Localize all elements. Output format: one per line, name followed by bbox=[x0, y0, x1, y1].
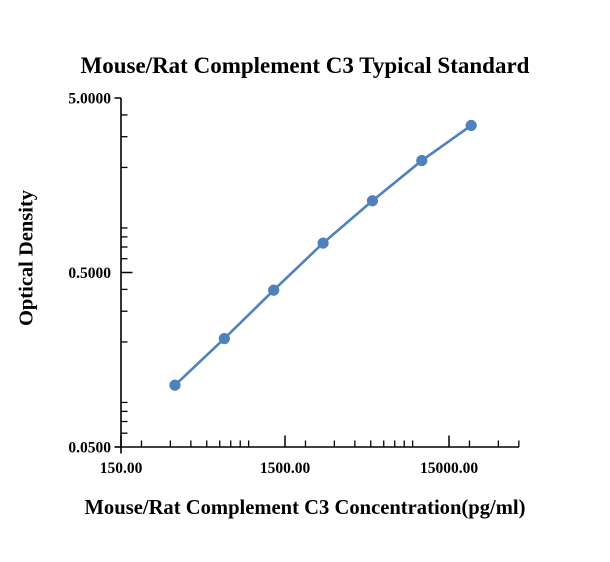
svg-text:150.00: 150.00 bbox=[100, 460, 143, 477]
svg-text:0.5000: 0.5000 bbox=[68, 265, 111, 282]
svg-text:0.0500: 0.0500 bbox=[68, 440, 111, 457]
svg-text:5.0000: 5.0000 bbox=[68, 91, 111, 108]
svg-text:1500.00: 1500.00 bbox=[260, 460, 311, 477]
svg-text:15000.00: 15000.00 bbox=[420, 460, 478, 477]
